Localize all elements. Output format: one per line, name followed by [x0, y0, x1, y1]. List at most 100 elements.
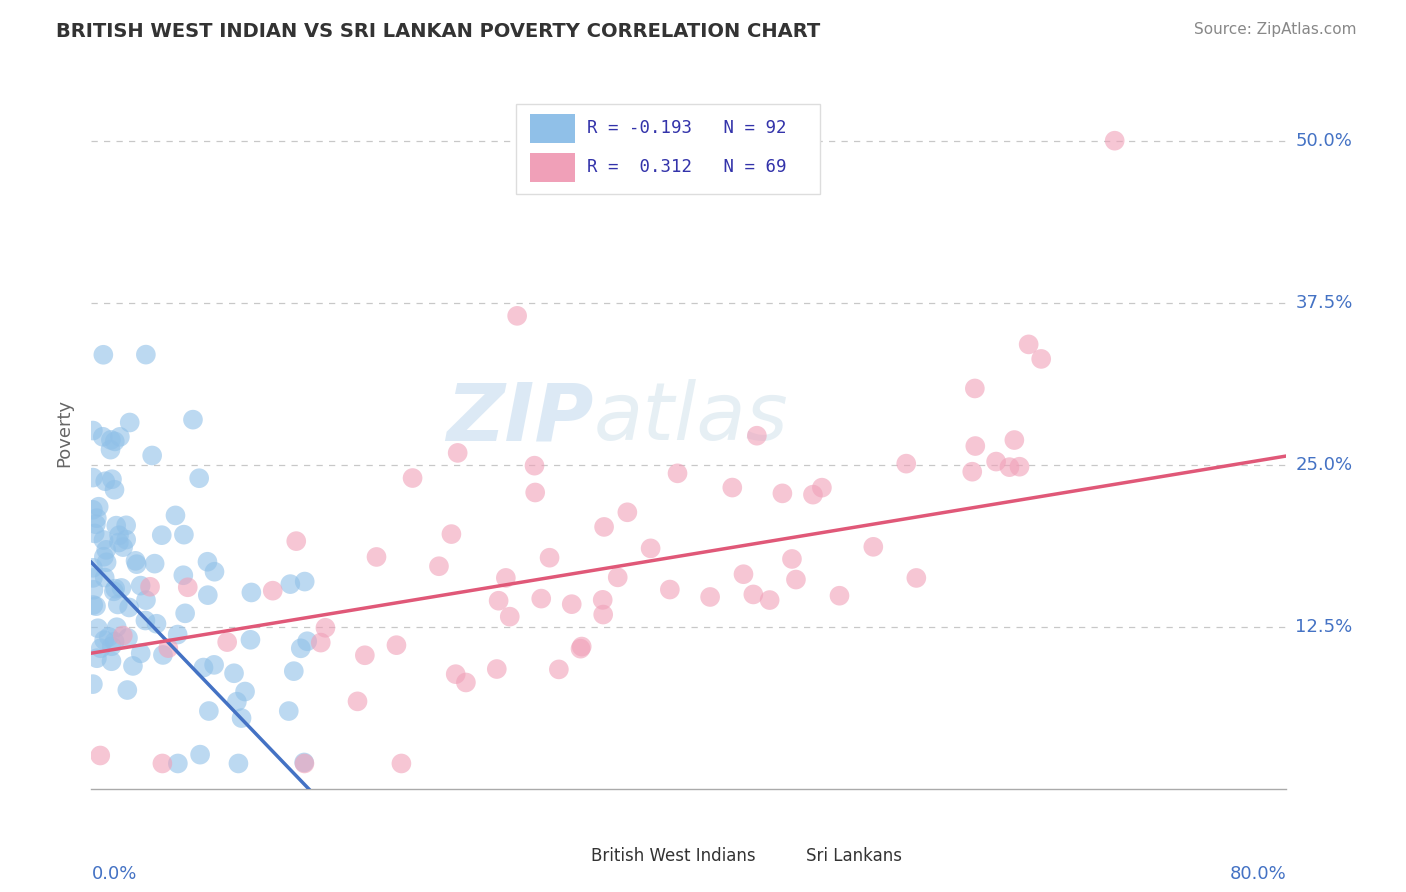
Point [117, 683, 139, 698]
Point [82, 598, 104, 612]
Point [139, 580, 162, 594]
Point [143, 557, 166, 571]
Point [118, 600, 141, 615]
Point [202, 657, 225, 672]
Point [105, 518, 128, 533]
Point [314, 621, 336, 635]
Point [640, 541, 662, 556]
Point [231, 711, 253, 725]
Text: 37.5%: 37.5% [1295, 293, 1353, 312]
Point [82, 677, 104, 691]
Point [82, 571, 104, 585]
Point [97, 630, 120, 644]
Point [488, 593, 510, 607]
Point [93, 571, 115, 585]
Point [129, 646, 152, 660]
Point [89, 748, 111, 763]
Point [485, 662, 508, 676]
Point [290, 641, 312, 656]
Point [94, 474, 117, 488]
Point [134, 614, 156, 628]
Point [495, 571, 517, 585]
Point [366, 549, 388, 564]
Point [785, 573, 807, 587]
Point [188, 471, 211, 485]
Text: Sri Lankans: Sri Lankans [806, 847, 903, 864]
Point [115, 518, 138, 533]
Point [277, 704, 299, 718]
Point [721, 481, 744, 495]
Point [1104, 134, 1126, 148]
Point [82, 470, 104, 484]
Point [188, 747, 211, 762]
Point [96, 542, 118, 557]
Point [592, 592, 614, 607]
Point [385, 638, 408, 652]
Point [309, 635, 332, 649]
Point [547, 662, 569, 676]
Point [82, 561, 104, 575]
Point [125, 557, 148, 571]
Point [129, 579, 152, 593]
Point [93, 549, 115, 564]
Point [104, 582, 127, 596]
Point [965, 439, 987, 453]
Point [117, 631, 139, 645]
Text: ZIP: ZIP [446, 379, 593, 458]
Point [173, 527, 195, 541]
Point [530, 591, 553, 606]
Point [1008, 459, 1031, 474]
Point [998, 460, 1021, 475]
Point [561, 597, 583, 611]
Point [571, 640, 593, 654]
Point [593, 520, 616, 534]
Point [758, 593, 780, 607]
Point [666, 467, 689, 481]
Point [896, 457, 918, 471]
Text: Source: ZipAtlas.com: Source: ZipAtlas.com [1194, 22, 1357, 37]
Point [538, 550, 561, 565]
Point [285, 534, 308, 549]
Point [90, 641, 112, 656]
Point [101, 472, 124, 486]
Point [82, 424, 104, 438]
Point [440, 527, 463, 541]
Point [82, 503, 104, 517]
Point [197, 555, 219, 569]
Point [166, 627, 188, 641]
Point [294, 756, 316, 771]
Point [401, 471, 423, 485]
Point [801, 488, 824, 502]
Text: atlas: atlas [593, 379, 789, 458]
Text: British West Indians: British West Indians [591, 847, 755, 864]
Point [145, 616, 167, 631]
Text: R = -0.193   N = 92: R = -0.193 N = 92 [588, 120, 787, 137]
Text: BRITISH WEST INDIAN VS SRI LANKAN POVERTY CORRELATION CHART: BRITISH WEST INDIAN VS SRI LANKAN POVERT… [56, 22, 821, 41]
Point [1002, 433, 1025, 447]
Point [100, 639, 122, 653]
Point [905, 571, 928, 585]
Bar [551, 846, 585, 866]
Point [108, 430, 131, 444]
Point [93, 533, 115, 547]
Point [295, 634, 318, 648]
Text: R =  0.312   N = 69: R = 0.312 N = 69 [588, 158, 787, 176]
Point [454, 675, 477, 690]
Point [122, 659, 145, 673]
Point [115, 533, 138, 547]
Point [524, 485, 547, 500]
Point [84, 599, 107, 614]
Point [150, 756, 173, 771]
Point [606, 570, 628, 584]
Point [811, 481, 834, 495]
Point [124, 554, 146, 568]
Point [240, 585, 263, 599]
Point [198, 704, 221, 718]
Point [828, 589, 851, 603]
Text: 80.0%: 80.0% [1230, 864, 1286, 883]
Point [346, 694, 368, 708]
Point [174, 607, 197, 621]
Y-axis label: Poverty: Poverty [55, 399, 73, 467]
Point [84, 517, 107, 532]
Point [87, 500, 110, 514]
